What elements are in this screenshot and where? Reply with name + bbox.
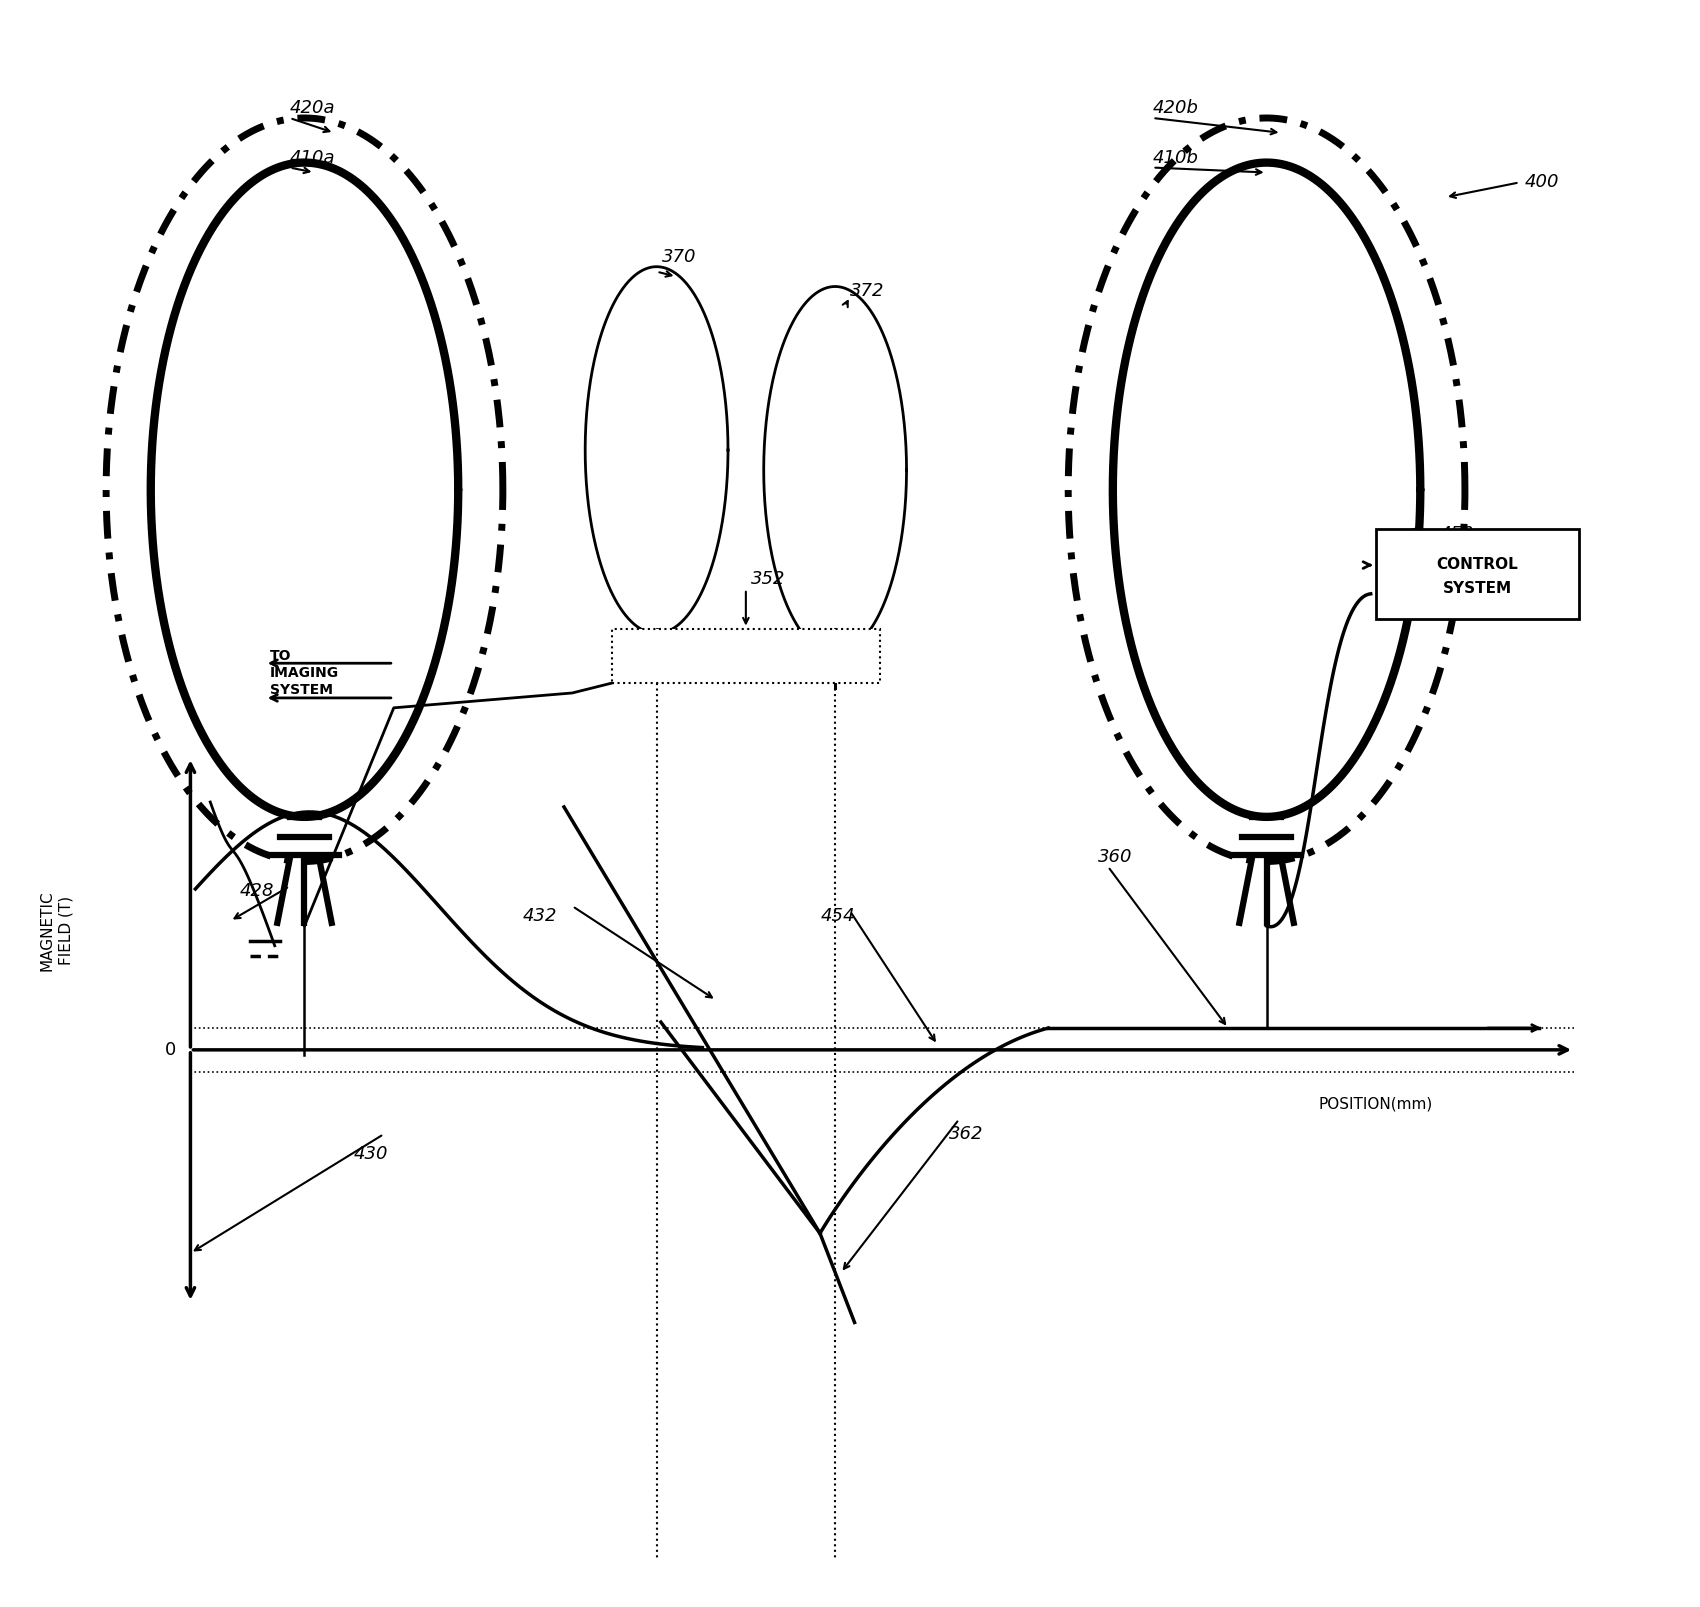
Text: SYSTEM: SYSTEM [1443, 582, 1511, 596]
Text: 432: 432 [522, 906, 558, 926]
Text: 430: 430 [354, 1144, 389, 1163]
Text: 360: 360 [1098, 847, 1132, 866]
Text: 352: 352 [751, 570, 785, 588]
Text: 370: 370 [661, 247, 695, 265]
Text: TO
IMAGING
SYSTEM: TO IMAGING SYSTEM [270, 649, 338, 697]
Text: 0: 0 [165, 1041, 177, 1059]
Text: CONTROL: CONTROL [1436, 556, 1518, 572]
Bar [1375, 529, 1579, 619]
Text: 400: 400 [1525, 174, 1559, 191]
Text: 420b: 420b [1153, 100, 1198, 117]
Text: 428: 428 [240, 882, 274, 900]
Text: 372: 372 [850, 283, 884, 301]
Text: 450: 450 [1440, 525, 1474, 543]
Text: 410b: 410b [1153, 148, 1198, 167]
Text: 410a: 410a [289, 148, 335, 167]
Text: 420a: 420a [289, 100, 335, 117]
Text: 362: 362 [949, 1125, 984, 1143]
Text: MAGNETIC
FIELD (T): MAGNETIC FIELD (T) [39, 890, 73, 971]
Bar [612, 628, 881, 683]
Text: POSITION(mm): POSITION(mm) [1319, 1098, 1433, 1112]
Text: 454: 454 [819, 906, 855, 926]
